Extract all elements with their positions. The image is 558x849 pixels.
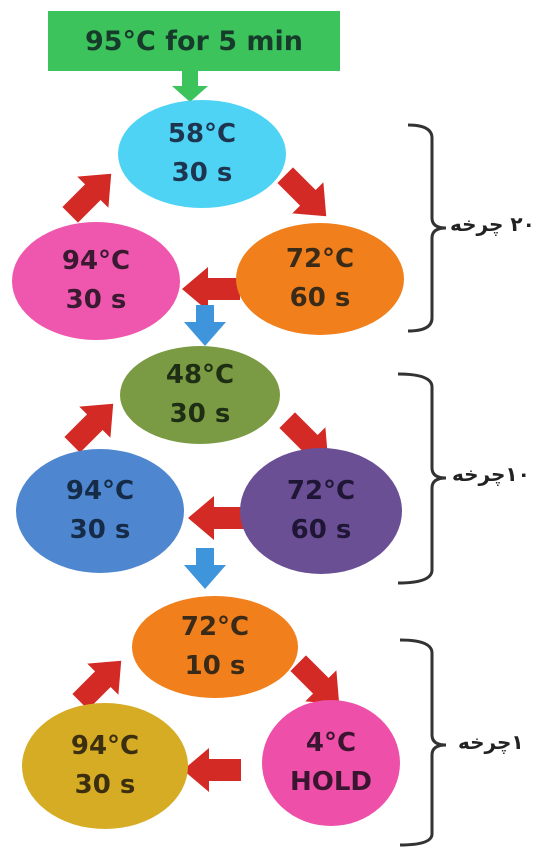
cycle3-bracket bbox=[399, 638, 447, 847]
cycle1-bracket bbox=[407, 123, 447, 333]
cycle2-bracket bbox=[397, 372, 447, 585]
step-temp: 72°C bbox=[285, 244, 355, 274]
start-down-arrow bbox=[172, 71, 208, 102]
cycle3-final-extend-step: 72°C 10 s bbox=[132, 596, 298, 698]
cycle1-arrow-up bbox=[54, 158, 127, 231]
step-time: 30 s bbox=[169, 399, 231, 429]
cycle3-hold-step: 4°C HOLD bbox=[262, 700, 400, 826]
step-time: 30 s bbox=[74, 770, 136, 800]
blue-down-arrow-1 bbox=[184, 305, 226, 346]
cycle2-count-label: ۱۰چرخه bbox=[452, 462, 530, 486]
cycle1-extend-step: 72°C 60 s bbox=[236, 223, 404, 335]
blue-down-arrow-2 bbox=[184, 548, 226, 589]
cycle3-arrow-left bbox=[183, 748, 241, 792]
cycle1-anneal-step: 58°C 30 s bbox=[118, 100, 286, 208]
step-temp: 4°C bbox=[305, 728, 357, 758]
cycle1-count-label: ۲۰ چرخه bbox=[450, 212, 535, 236]
cycle3-denature-step: 94°C 30 s bbox=[22, 703, 188, 829]
step-time: 30 s bbox=[171, 158, 233, 188]
step-temp: 72°C bbox=[286, 476, 356, 506]
step-temp: 94°C bbox=[61, 246, 131, 276]
cycle2-denature-step: 94°C 30 s bbox=[16, 449, 184, 573]
step-temp: 48°C bbox=[165, 360, 235, 390]
step-time: 30 s bbox=[69, 515, 131, 545]
start-step: 95°C for 5 min bbox=[48, 11, 340, 71]
step-time: HOLD bbox=[289, 767, 372, 797]
step-time: 60 s bbox=[289, 283, 351, 313]
step-time: 60 s bbox=[290, 515, 352, 545]
step-temp: 58°C bbox=[167, 119, 237, 149]
cycle2-anneal-step: 48°C 30 s bbox=[120, 346, 280, 444]
cycle3-count-label: ۱چرخه bbox=[458, 730, 524, 754]
step-time: 30 s bbox=[65, 285, 127, 315]
start-step-text: 95°C for 5 min bbox=[84, 25, 304, 57]
step-temp: 94°C bbox=[70, 731, 140, 761]
cycle1-denature-step: 94°C 30 s bbox=[12, 222, 180, 340]
step-time: 10 s bbox=[184, 651, 246, 681]
step-temp: 94°C bbox=[65, 476, 135, 506]
cycle2-extend-step: 72°C 60 s bbox=[240, 448, 402, 574]
start-step-box bbox=[48, 11, 340, 71]
cycle2-arrow-left bbox=[188, 496, 246, 540]
cycle1-arrow-left bbox=[182, 267, 240, 311]
step-temp: 72°C bbox=[180, 612, 250, 642]
